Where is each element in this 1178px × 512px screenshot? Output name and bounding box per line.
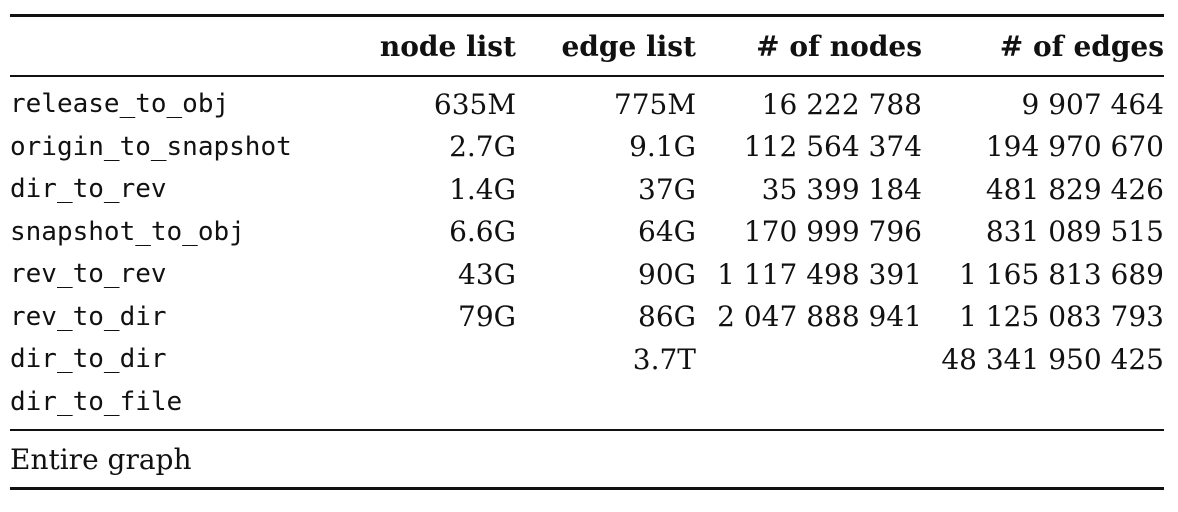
table-row: rev_to_dir 79G 86G 2 047 888 941 1 125 0… — [10, 296, 1164, 339]
row-label: snapshot_to_obj — [10, 216, 245, 247]
node-count-cell: 16 222 788 — [761, 87, 922, 121]
node-count-cell: 35 399 184 — [761, 172, 922, 206]
row-label: release_to_obj — [10, 89, 230, 120]
top-rule — [10, 14, 1164, 17]
node-count-cell: 170 999 796 — [743, 215, 922, 249]
header-cell: edge list — [561, 29, 696, 63]
edge-list-cell: 37G — [638, 172, 696, 206]
edge-list-cell: 90G — [638, 257, 696, 291]
edge-list-cell: 86G — [638, 300, 696, 334]
table-row: dir_to_rev 1.4G 37G 35 399 184 481 829 4… — [10, 168, 1164, 211]
node-list-cell: 635M — [433, 87, 516, 121]
edge-count-cell: 9 907 464 — [1021, 87, 1164, 121]
table-row: release_to_obj 635M 775M 16 222 788 9 90… — [10, 83, 1164, 126]
edge-count-cell: 194 970 670 — [985, 130, 1164, 164]
node-count-cell: 2 047 888 941 — [717, 300, 922, 334]
node-list-cell: 43G — [458, 257, 516, 291]
row-label: rev_to_rev — [10, 259, 167, 290]
table-row: dir_to_dir 3.7T 48 341 950 425 — [10, 338, 1164, 381]
data-table: node list edge list # of nodes # of edge… — [10, 14, 1164, 490]
edge-count-cell: 831 089 515 — [985, 215, 1164, 249]
table-body: release_to_obj 635M 775M 16 222 788 9 90… — [10, 77, 1164, 429]
node-list-cell: 1.4G — [449, 172, 516, 206]
row-label: dir_to_file — [10, 386, 183, 417]
edge-list-cell: 9.1G — [629, 130, 696, 164]
header-row: node list edge list # of nodes # of edge… — [10, 17, 1164, 75]
edge-count-cell: 1 125 083 793 — [959, 300, 1164, 334]
edge-count-cell: 1 165 813 689 — [959, 257, 1164, 291]
footer-row: Entire graph — [10, 431, 1164, 487]
node-count-cell: 1 117 498 391 — [717, 257, 922, 291]
node-list-cell: 6.6G — [449, 215, 516, 249]
bottom-rule — [10, 487, 1164, 490]
row-label: origin_to_snapshot — [10, 131, 292, 162]
node-list-cell: 79G — [458, 300, 516, 334]
edge-list-cell: 775M — [613, 87, 696, 121]
row-label: rev_to_dir — [10, 301, 167, 332]
header-cell: # of edges — [999, 29, 1164, 63]
table-row: snapshot_to_obj 6.6G 64G 170 999 796 831… — [10, 211, 1164, 254]
header-cell: # of nodes — [756, 29, 922, 63]
header-cell: node list — [379, 29, 516, 63]
node-list-cell: 2.7G — [449, 130, 516, 164]
edge-list-cell: 3.7T — [632, 342, 696, 376]
table-row: dir_to_file — [10, 381, 1164, 424]
header-rule — [10, 75, 1164, 77]
row-label: dir_to_rev — [10, 174, 167, 205]
table-row: rev_to_rev 43G 90G 1 117 498 391 1 165 8… — [10, 253, 1164, 296]
footer-rule — [10, 429, 1164, 431]
edge-count-cell: 481 829 426 — [985, 172, 1164, 206]
node-count-cell: 112 564 374 — [743, 130, 922, 164]
row-label: dir_to_dir — [10, 344, 167, 375]
edge-list-cell: 64G — [638, 215, 696, 249]
footer-label: Entire graph — [10, 442, 192, 476]
edge-count-cell: 48 341 950 425 — [941, 342, 1164, 376]
table-row: origin_to_snapshot 2.7G 9.1G 112 564 374… — [10, 126, 1164, 169]
